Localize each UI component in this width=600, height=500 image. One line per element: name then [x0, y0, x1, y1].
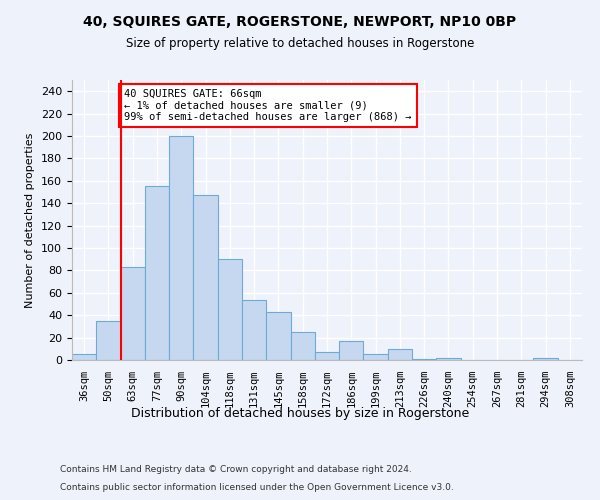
- Bar: [121, 267, 145, 360]
- Bar: [96, 321, 121, 360]
- Bar: [193, 196, 218, 360]
- Bar: [315, 352, 339, 360]
- Y-axis label: Number of detached properties: Number of detached properties: [25, 132, 35, 308]
- Bar: [72, 354, 96, 360]
- Bar: [145, 186, 169, 360]
- Bar: [290, 332, 315, 360]
- Bar: [218, 259, 242, 360]
- Bar: [364, 354, 388, 360]
- Text: Contains HM Land Registry data © Crown copyright and database right 2024.: Contains HM Land Registry data © Crown c…: [60, 465, 412, 474]
- Bar: [533, 358, 558, 360]
- Text: Size of property relative to detached houses in Rogerstone: Size of property relative to detached ho…: [126, 38, 474, 51]
- Bar: [169, 136, 193, 360]
- Text: 40 SQUIRES GATE: 66sqm
← 1% of detached houses are smaller (9)
99% of semi-detac: 40 SQUIRES GATE: 66sqm ← 1% of detached …: [124, 89, 412, 122]
- Bar: [339, 341, 364, 360]
- Bar: [388, 349, 412, 360]
- Bar: [266, 312, 290, 360]
- Bar: [242, 300, 266, 360]
- Text: Distribution of detached houses by size in Rogerstone: Distribution of detached houses by size …: [131, 408, 469, 420]
- Text: Contains public sector information licensed under the Open Government Licence v3: Contains public sector information licen…: [60, 482, 454, 492]
- Text: 40, SQUIRES GATE, ROGERSTONE, NEWPORT, NP10 0BP: 40, SQUIRES GATE, ROGERSTONE, NEWPORT, N…: [83, 15, 517, 29]
- Bar: [412, 359, 436, 360]
- Bar: [436, 358, 461, 360]
